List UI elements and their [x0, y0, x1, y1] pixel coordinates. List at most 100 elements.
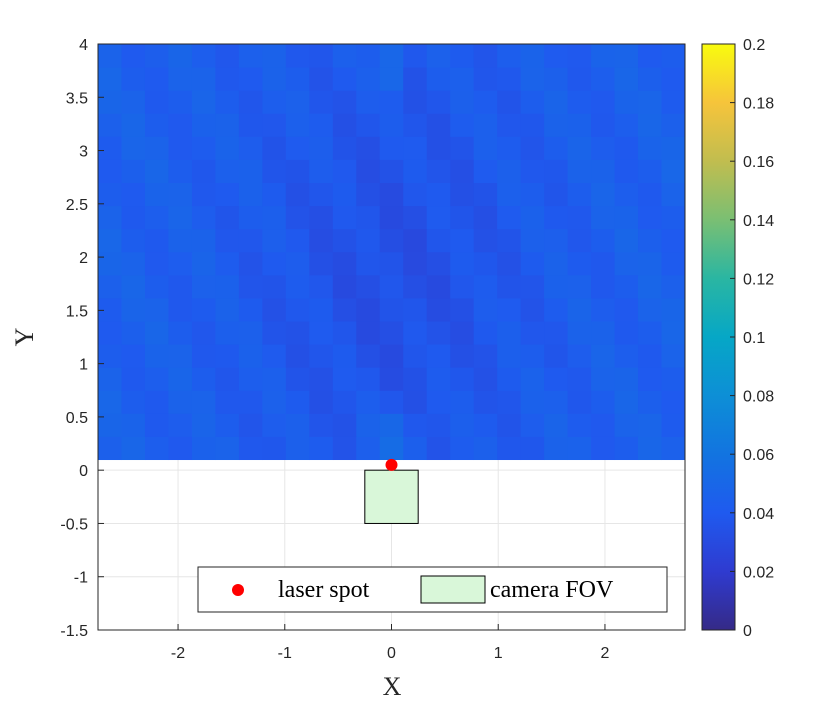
laser-spot-marker	[385, 458, 398, 471]
heatmap-cell	[238, 113, 263, 137]
heatmap-cell	[614, 274, 639, 299]
heatmap-cell	[661, 436, 686, 461]
heatmap-cell	[661, 251, 686, 276]
heatmap-cell	[215, 413, 240, 437]
heatmap-cell	[309, 205, 334, 230]
heatmap-cell	[661, 67, 686, 91]
heatmap-cell	[309, 321, 334, 345]
heatmap-cell	[426, 113, 451, 137]
heatmap-cell	[591, 297, 616, 322]
heatmap-cell	[591, 67, 616, 91]
heatmap-cell	[98, 113, 122, 137]
heatmap-cell	[497, 297, 522, 322]
heatmap-cell	[614, 297, 639, 322]
heatmap-cell	[379, 67, 404, 91]
heatmap-cell	[332, 90, 357, 114]
heatmap-cell	[379, 436, 404, 461]
heatmap-cell	[121, 159, 146, 183]
heatmap-cell	[661, 344, 686, 368]
heatmap-cell	[544, 159, 569, 183]
heatmap-cell	[497, 67, 522, 91]
colorbar-tick-label: 0.16	[743, 154, 774, 171]
heatmap-cell	[215, 44, 240, 68]
heatmap-cell	[544, 251, 569, 276]
heatmap-cell	[356, 321, 381, 345]
colorbar-tick-label: 0.02	[743, 564, 774, 581]
heatmap-cell	[215, 228, 240, 253]
heatmap-cell	[544, 297, 569, 322]
heatmap-cell	[121, 90, 146, 114]
heatmap-cell	[238, 413, 263, 437]
heatmap-cell	[591, 274, 616, 299]
heatmap-cell	[285, 182, 310, 207]
heatmap-cell	[168, 90, 193, 114]
heatmap-cell	[168, 159, 193, 183]
heatmap-cell	[121, 344, 146, 368]
heatmap-cell	[168, 205, 193, 230]
x-tick-label: 1	[494, 645, 503, 662]
heatmap-cell	[520, 344, 545, 368]
x-tick-label: -2	[171, 645, 185, 662]
heatmap-cell	[379, 321, 404, 345]
heatmap-cell	[262, 228, 287, 253]
heatmap-cell	[567, 90, 592, 114]
heatmap-cell	[497, 228, 522, 253]
heatmap-cell	[567, 367, 592, 391]
heatmap-cell	[332, 205, 357, 230]
heatmap-cell	[403, 182, 428, 207]
heatmap-cell	[332, 113, 357, 137]
heatmap-cell	[144, 436, 169, 461]
heatmap-cell	[567, 436, 592, 461]
heatmap-cell	[544, 413, 569, 437]
heatmap-cell	[98, 274, 122, 299]
heatmap-cell	[285, 344, 310, 368]
colorbar-tick-label: 0.2	[743, 37, 765, 54]
heatmap-cell	[168, 344, 193, 368]
heatmap-cell	[309, 90, 334, 114]
heatmap-cell	[309, 436, 334, 461]
heatmap-cell	[98, 159, 122, 183]
heatmap-cell	[309, 413, 334, 437]
heatmap-cell	[285, 159, 310, 183]
heatmap-cell	[638, 274, 663, 299]
heatmap-cell	[403, 436, 428, 461]
colorbar-tick-label: 0.18	[743, 96, 774, 113]
heatmap-cell	[426, 205, 451, 230]
heatmap-cell	[356, 297, 381, 322]
heatmap-cell	[450, 90, 475, 114]
heatmap-cell	[544, 321, 569, 345]
heatmap-cell	[168, 413, 193, 437]
heatmap-cell	[520, 44, 545, 68]
heatmap-cell	[379, 228, 404, 253]
heatmap-cell	[614, 44, 639, 68]
heatmap-cell	[356, 251, 381, 276]
heatmap-cell	[379, 90, 404, 114]
heatmap-cell	[356, 390, 381, 414]
heatmap-cell	[661, 321, 686, 345]
heatmap-cell	[426, 344, 451, 368]
heatmap-cell	[497, 159, 522, 183]
heatmap-cell	[262, 297, 287, 322]
heatmap-cell	[544, 44, 569, 68]
heatmap-cell	[168, 390, 193, 414]
heatmap-cell	[379, 136, 404, 160]
heatmap-cell	[356, 413, 381, 437]
heatmap-cell	[309, 44, 334, 68]
heatmap-cell	[520, 90, 545, 114]
y-tick-label: -0.5	[60, 516, 88, 533]
heatmap-cell	[262, 136, 287, 160]
heatmap-cell	[285, 90, 310, 114]
heatmap-cell	[98, 367, 122, 391]
heatmap-cell	[262, 321, 287, 345]
heatmap-cell	[144, 367, 169, 391]
heatmap-cell	[144, 297, 169, 322]
heatmap-cell	[285, 297, 310, 322]
heatmap-cell	[98, 136, 122, 160]
heatmap-cell	[661, 136, 686, 160]
heatmap-cell	[168, 228, 193, 253]
heatmap-cell	[379, 344, 404, 368]
heatmap-cell	[121, 44, 146, 68]
heatmap-cell	[567, 251, 592, 276]
heatmap-cell	[497, 321, 522, 345]
heatmap-cell	[262, 344, 287, 368]
